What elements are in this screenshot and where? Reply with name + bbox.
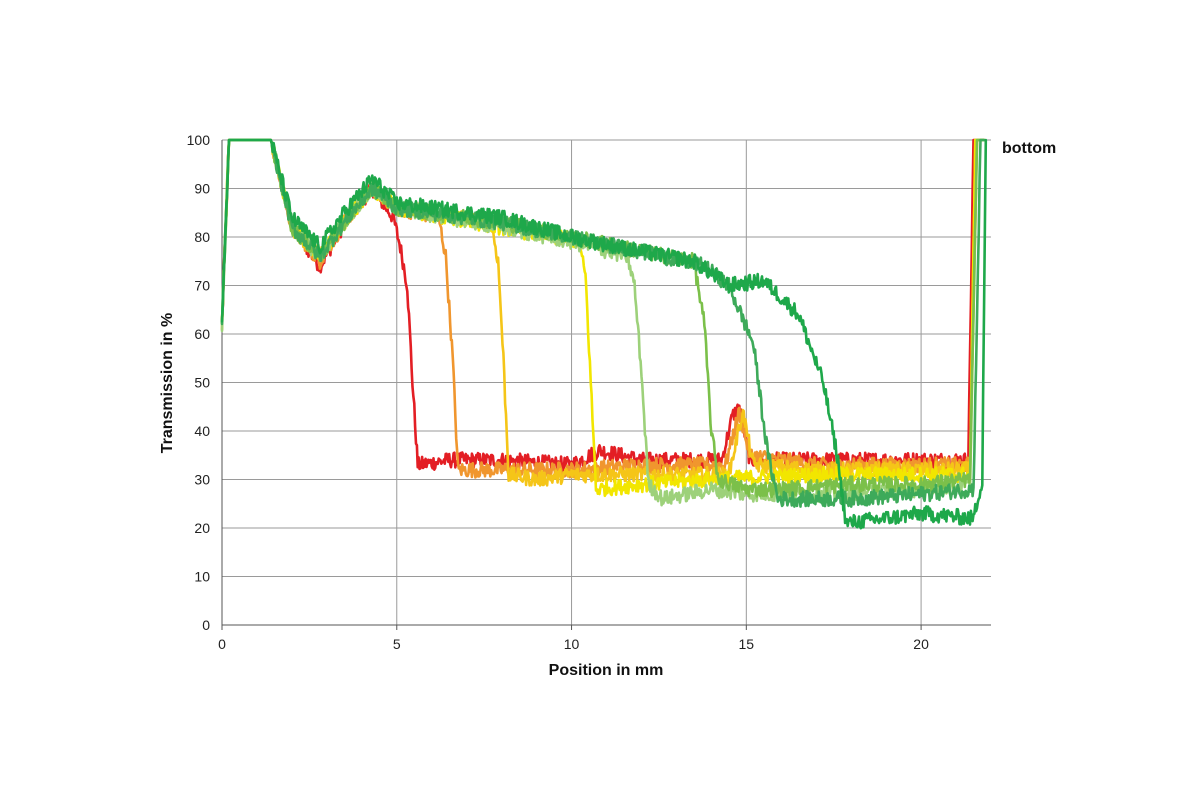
x-axis-title: Position in mm xyxy=(549,662,664,679)
x-tick-label: 0 xyxy=(218,636,226,652)
y-tick-label: 70 xyxy=(194,278,210,294)
x-tick-label: 15 xyxy=(739,636,755,652)
y-tick-label: 30 xyxy=(194,472,210,488)
tick-labels: 0 10 20 30 40 50 60 70 80 90 100 0 5 10 15 20 xyxy=(187,132,929,652)
x-tick-label: 10 xyxy=(564,636,580,652)
axes xyxy=(221,140,991,630)
bottom-annotation: bottom xyxy=(1002,140,1056,157)
x-tick-label: 20 xyxy=(913,636,929,652)
y-tick-label: 100 xyxy=(187,132,211,148)
series-line-8 xyxy=(220,138,988,530)
y-axis-title: Transmission in % xyxy=(159,313,176,453)
series-lines xyxy=(220,138,988,530)
y-tick-label: 20 xyxy=(194,520,210,536)
y-tick-label: 0 xyxy=(202,617,210,633)
y-tick-label: 80 xyxy=(194,229,210,245)
y-tick-label: 90 xyxy=(194,181,210,197)
x-tick-label: 5 xyxy=(393,636,401,652)
y-tick-label: 50 xyxy=(194,375,210,391)
y-tick-label: 10 xyxy=(194,569,210,585)
y-tick-label: 40 xyxy=(194,423,210,439)
y-tick-label: 60 xyxy=(194,326,210,342)
